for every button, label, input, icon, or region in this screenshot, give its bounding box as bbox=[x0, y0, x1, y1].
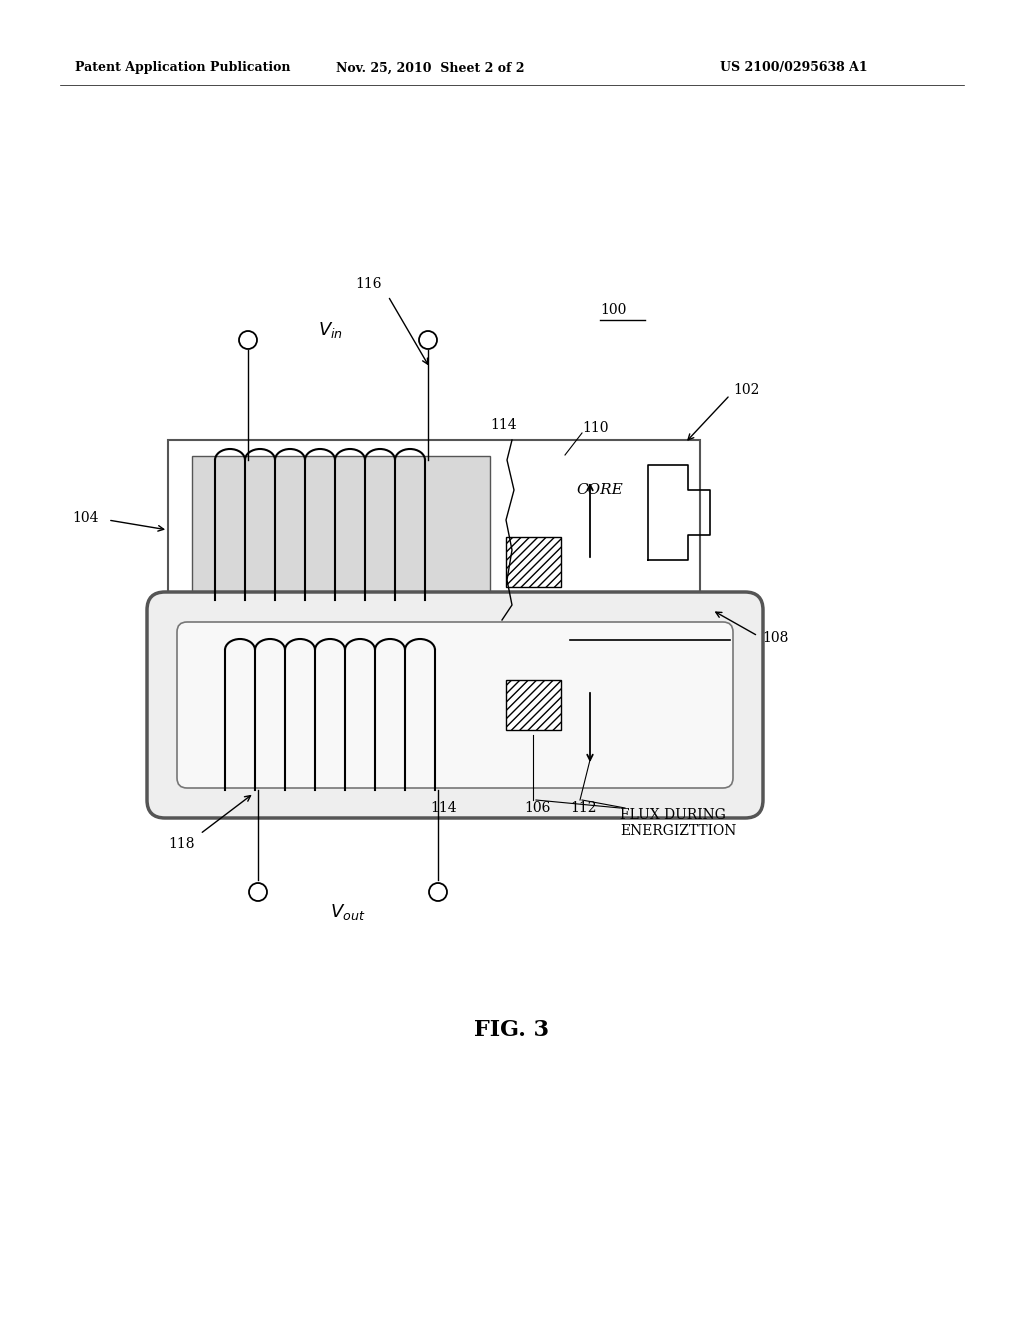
Text: US 2100/0295638 A1: US 2100/0295638 A1 bbox=[720, 62, 867, 74]
Text: 106: 106 bbox=[524, 801, 550, 814]
Text: Patent Application Publication: Patent Application Publication bbox=[75, 62, 291, 74]
Text: 104: 104 bbox=[72, 511, 98, 525]
Text: 116: 116 bbox=[355, 277, 382, 290]
Text: 102: 102 bbox=[733, 383, 760, 397]
Bar bbox=[506, 537, 561, 587]
Text: 108: 108 bbox=[762, 631, 788, 645]
Bar bbox=[506, 680, 561, 730]
FancyBboxPatch shape bbox=[147, 591, 763, 818]
Text: $V_{out}$: $V_{out}$ bbox=[331, 902, 366, 921]
FancyBboxPatch shape bbox=[177, 622, 733, 788]
Text: 110: 110 bbox=[582, 421, 608, 436]
Text: FLUX DURING
ENERGIZTTION: FLUX DURING ENERGIZTTION bbox=[620, 808, 736, 838]
Text: Nov. 25, 2010  Sheet 2 of 2: Nov. 25, 2010 Sheet 2 of 2 bbox=[336, 62, 524, 74]
Text: 114: 114 bbox=[490, 418, 517, 432]
Text: 100: 100 bbox=[600, 304, 627, 317]
Text: $V_{in}$: $V_{in}$ bbox=[317, 319, 342, 341]
Text: 118: 118 bbox=[168, 837, 195, 851]
Text: 112: 112 bbox=[570, 801, 597, 814]
Text: CORE: CORE bbox=[577, 483, 624, 498]
Text: 114: 114 bbox=[430, 801, 457, 814]
Text: FIG. 3: FIG. 3 bbox=[474, 1019, 550, 1041]
Polygon shape bbox=[193, 455, 490, 605]
